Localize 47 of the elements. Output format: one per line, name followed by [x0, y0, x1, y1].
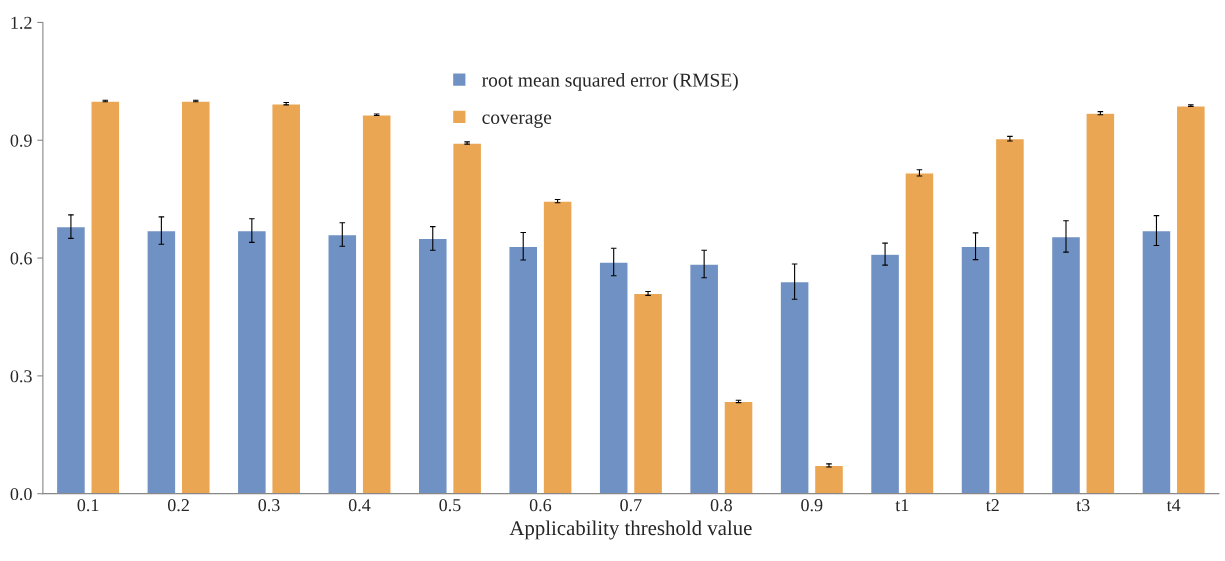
x-axis-title: Applicability threshold value	[509, 520, 752, 540]
legend-label: coverage	[482, 113, 552, 128]
bar	[1175, 104, 1207, 494]
bar	[90, 100, 121, 494]
x-tick-label: t1	[895, 499, 909, 512]
y-tick-label: 0.6	[10, 252, 32, 265]
bar	[994, 137, 1026, 494]
y-tick-label: 1.2	[11, 16, 32, 29]
x-tick-label: 0.2	[167, 499, 189, 512]
bar	[598, 261, 629, 494]
bar	[779, 280, 810, 494]
x-tick-label: t3	[1076, 499, 1090, 512]
bar	[688, 263, 720, 494]
x-tick-label: 0.3	[258, 499, 280, 512]
bar	[1085, 112, 1116, 494]
bar	[146, 229, 177, 494]
bar	[417, 237, 448, 494]
x-tick-label: 0.1	[77, 499, 99, 512]
x-tick-label: 0.7	[620, 499, 642, 512]
bar	[508, 245, 539, 494]
x-tick-label: t4	[1166, 499, 1181, 512]
bar	[632, 292, 664, 494]
bar	[55, 225, 87, 494]
bar	[1141, 229, 1172, 494]
x-tick-label: 0.9	[801, 499, 823, 512]
bar	[361, 114, 392, 494]
y-tick-label: 0.3	[10, 370, 32, 383]
x-tick-label: t2	[985, 499, 999, 512]
x-tick-label: 0.6	[529, 499, 552, 512]
y-tick-label: 0.9	[10, 134, 32, 147]
bar	[1050, 235, 1082, 494]
bar	[271, 103, 302, 494]
bar	[904, 172, 935, 494]
bar	[451, 142, 483, 494]
legend-label: root mean squared error (RMSE)	[482, 73, 738, 91]
bar	[869, 253, 901, 494]
x-tick-label: 0.8	[710, 499, 732, 512]
bar	[960, 245, 991, 494]
x-tick-label: 0.4	[348, 499, 371, 512]
bar	[327, 233, 358, 494]
bar	[542, 200, 573, 494]
bar	[236, 229, 268, 494]
bar	[180, 100, 211, 494]
y-tick-label: 0.0	[10, 487, 32, 501]
bar	[813, 464, 845, 494]
bar	[723, 400, 754, 494]
x-tick-label: 0.5	[439, 499, 461, 512]
